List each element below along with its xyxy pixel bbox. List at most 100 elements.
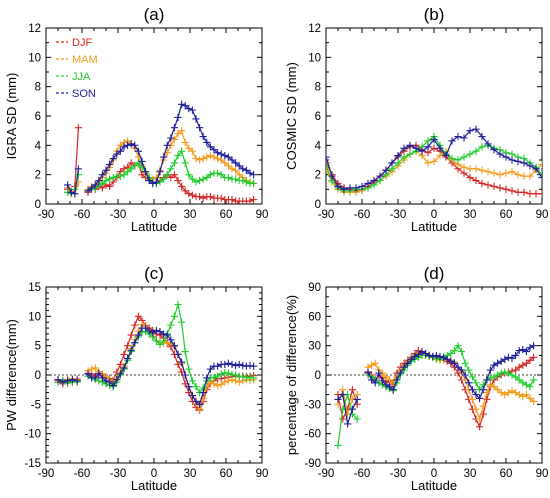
data-point-son: [400, 144, 408, 152]
data-point-son: [429, 352, 437, 361]
data-point-jja: [522, 381, 530, 389]
x-tick-label: -90: [318, 209, 335, 221]
data-point-jja: [460, 153, 468, 161]
data-point-son: [127, 346, 135, 354]
data-point-jja: [400, 153, 408, 161]
data-point-jja: [206, 171, 214, 179]
data-point-son: [174, 113, 182, 122]
data-point-son: [64, 181, 72, 189]
data-point-son: [486, 366, 494, 374]
data-point-son: [68, 376, 76, 384]
data-point-son: [490, 146, 498, 154]
data-point-son: [358, 182, 366, 190]
data-point-djf: [131, 321, 139, 329]
y-tick-label: 90: [308, 282, 321, 294]
data-point-jja: [221, 369, 229, 377]
data-point-son: [396, 369, 404, 377]
data-point-son: [134, 331, 142, 339]
data-point-mam: [368, 361, 376, 369]
data-point-son: [501, 355, 509, 363]
data-point-mam: [224, 377, 232, 385]
data-point-son: [192, 115, 200, 123]
data-point-mam: [490, 169, 498, 177]
x-tick-label: 60: [220, 209, 233, 221]
data-point-mam: [424, 159, 432, 167]
x-tick-label: 0: [151, 209, 157, 221]
data-point-mam: [496, 171, 504, 179]
data-point-jja: [228, 370, 236, 379]
data-point-mam: [203, 153, 211, 161]
data-point-son: [371, 379, 379, 387]
data-point-son: [185, 105, 193, 113]
y-tick-label: 12: [308, 23, 321, 35]
data-point-mam: [228, 165, 236, 173]
data-point-son: [124, 354, 132, 363]
data-point-son: [178, 100, 186, 108]
data-point-jja: [239, 176, 247, 185]
data-point-jja: [214, 169, 222, 177]
data-point-djf: [490, 182, 498, 190]
data-point-son: [116, 147, 124, 155]
data-point-son: [514, 157, 522, 166]
data-point-son: [526, 162, 534, 170]
data-point-son: [95, 369, 103, 377]
data-point-son: [174, 350, 182, 359]
data-point-son: [196, 124, 204, 132]
y-tick-label: 15: [28, 282, 41, 294]
data-point-mam: [210, 153, 218, 161]
x-tick-label: -90: [318, 468, 335, 480]
data-point-jja: [106, 175, 114, 183]
data-point-son: [178, 358, 186, 366]
data-point-mam: [478, 166, 486, 174]
data-point-son: [120, 143, 128, 151]
data-point-son: [472, 125, 480, 133]
data-point-jja: [406, 150, 414, 158]
data-point-djf: [106, 182, 114, 190]
data-point-son: [145, 327, 153, 335]
x-axis-label: Latitude: [131, 219, 177, 234]
x-tick-label: -60: [74, 468, 91, 480]
data-point-djf: [170, 171, 178, 179]
data-point-djf: [199, 194, 207, 202]
data-point-son: [334, 182, 342, 190]
data-point-son: [458, 366, 466, 374]
data-point-son: [203, 138, 211, 146]
data-point-djf: [520, 188, 528, 196]
data-point-djf: [478, 179, 486, 188]
data-point-son: [199, 132, 207, 141]
data-point-son: [131, 141, 139, 149]
data-point-jja: [170, 312, 178, 320]
y-tick-label: 60: [308, 311, 321, 323]
data-point-son: [214, 149, 222, 157]
x-tick-label: 30: [464, 209, 477, 221]
data-point-son: [91, 181, 99, 189]
data-point-son: [188, 391, 196, 400]
data-point-jja: [504, 369, 512, 377]
data-point-son: [106, 378, 114, 386]
data-point-jja: [178, 147, 186, 155]
data-point-djf: [348, 386, 356, 394]
data-point-son: [468, 386, 476, 394]
data-point-son: [376, 172, 384, 180]
data-point-mam: [519, 392, 527, 401]
data-point-son: [224, 359, 232, 367]
data-point-jja: [465, 366, 473, 374]
series-son: [54, 324, 258, 408]
data-point-son: [214, 362, 222, 370]
data-point-son: [497, 357, 505, 365]
data-point-mam: [170, 135, 178, 144]
x-tick-label: 0: [151, 468, 157, 480]
data-point-mam: [479, 402, 487, 410]
data-point-mam: [196, 156, 204, 164]
data-point-son: [450, 359, 458, 367]
data-point-djf: [188, 191, 196, 199]
data-point-son: [149, 179, 157, 188]
data-point-son: [508, 156, 516, 164]
data-point-jja: [461, 359, 469, 367]
data-point-djf: [178, 182, 186, 190]
series-mam: [54, 320, 258, 413]
x-tick-label: 90: [256, 468, 269, 480]
data-point-jja: [167, 321, 175, 329]
x-axis-label: Latitude: [411, 478, 457, 493]
data-point-jja: [178, 318, 186, 326]
